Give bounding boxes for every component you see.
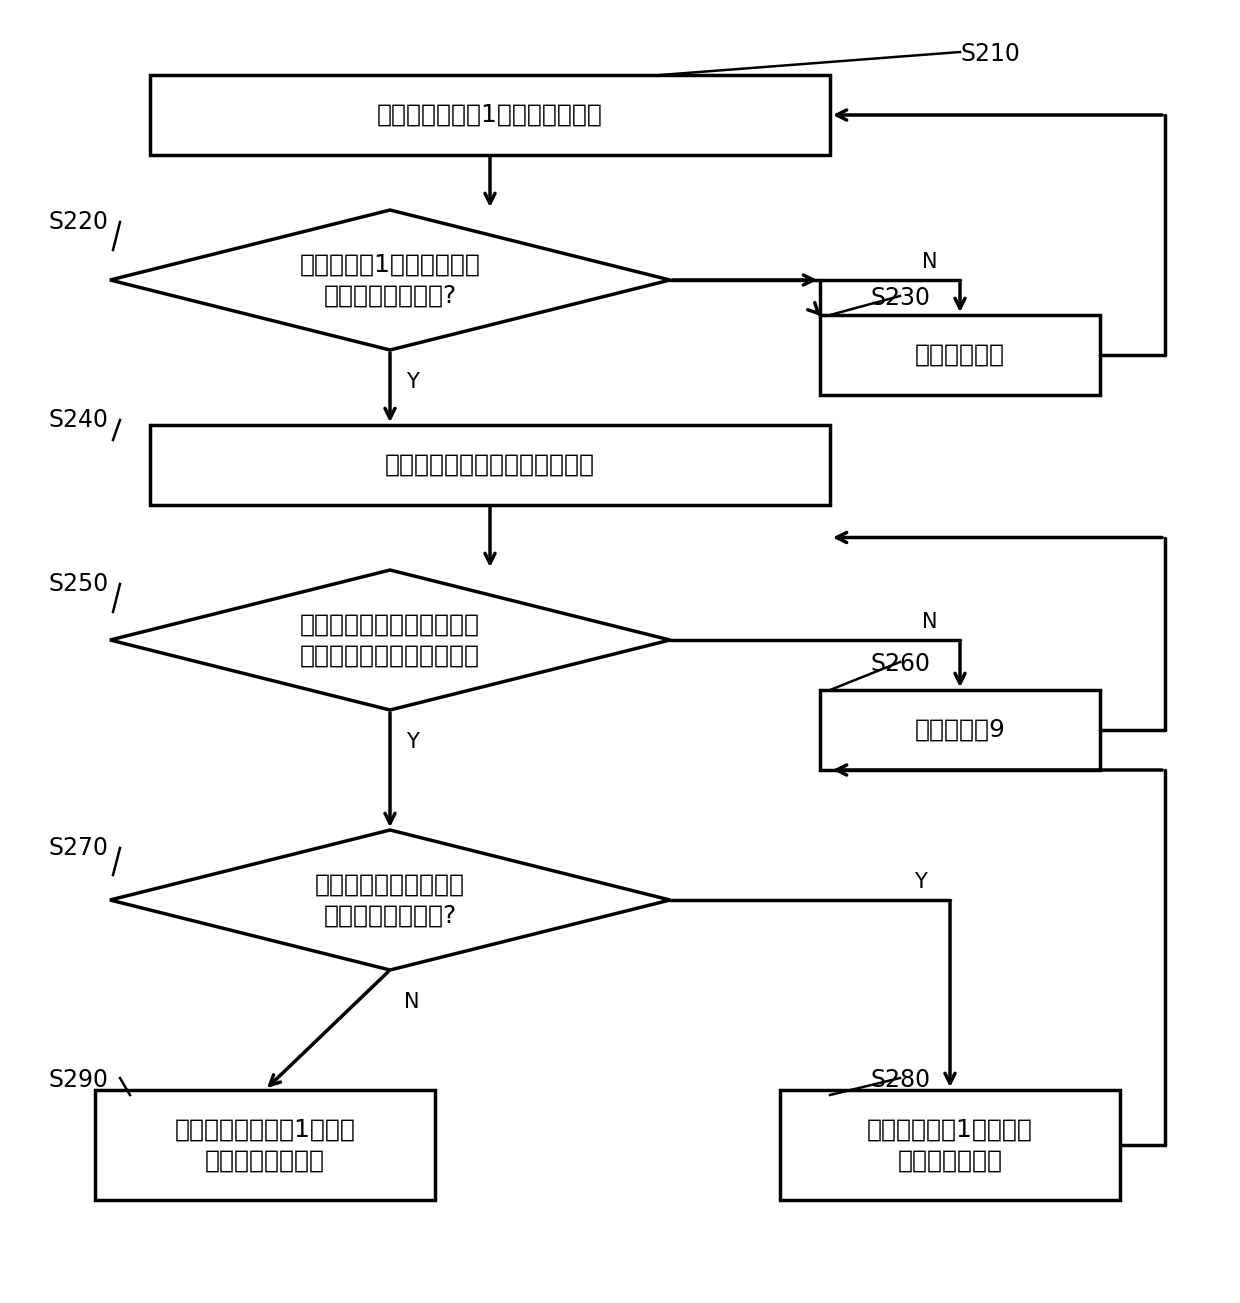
Text: S270: S270	[48, 837, 108, 860]
Text: S240: S240	[48, 408, 108, 433]
Text: S260: S260	[870, 652, 930, 676]
Text: 开启增压泵9: 开启增压泵9	[915, 718, 1006, 741]
Bar	[150, 425, 830, 506]
Text: Y: Y	[405, 371, 418, 392]
Polygon shape	[110, 569, 670, 710]
Text: N: N	[923, 251, 937, 272]
Text: S250: S250	[48, 572, 108, 595]
Text: 设置制冷剂加注装置的运行模式: 设置制冷剂加注装置的运行模式	[384, 453, 595, 477]
Text: 产生告警信息: 产生告警信息	[915, 343, 1004, 367]
Text: N: N	[404, 992, 420, 1012]
Polygon shape	[110, 210, 670, 351]
Text: Y: Y	[914, 872, 926, 893]
Text: S280: S280	[870, 1068, 930, 1092]
Text: N: N	[923, 612, 937, 632]
Text: Y: Y	[405, 732, 418, 752]
Text: S230: S230	[870, 285, 930, 310]
Bar	[150, 76, 830, 155]
Text: 持续实际排气温度是否
大于目标排气温度?: 持续实际排气温度是否 大于目标排气温度?	[315, 872, 465, 928]
Bar	[820, 315, 1100, 395]
Text: 持续判断第一压力是否大于
空调机组加注处的第二压力: 持续判断第一压力是否大于 空调机组加注处的第二压力	[300, 612, 480, 668]
Bar	[95, 1091, 435, 1200]
Bar	[780, 1091, 1120, 1200]
Text: 制冷剂储罐1内的第一压力
是否在预设范围内?: 制冷剂储罐1内的第一压力 是否在预设范围内?	[300, 253, 480, 308]
Text: S210: S210	[960, 42, 1019, 66]
Text: 确定制冷剂储罐1中制冷剂的类型: 确定制冷剂储罐1中制冷剂的类型	[377, 103, 603, 126]
Text: 停止将制冷剂储罐1中的制
冷剂加入空调机组: 停止将制冷剂储罐1中的制 冷剂加入空调机组	[175, 1117, 356, 1173]
Text: S290: S290	[48, 1068, 108, 1092]
Polygon shape	[110, 830, 670, 969]
Text: S220: S220	[48, 210, 108, 235]
Text: 将制冷剂储罐1中的制冷
剂加入空调机组: 将制冷剂储罐1中的制冷 剂加入空调机组	[867, 1117, 1033, 1173]
Bar	[820, 691, 1100, 770]
